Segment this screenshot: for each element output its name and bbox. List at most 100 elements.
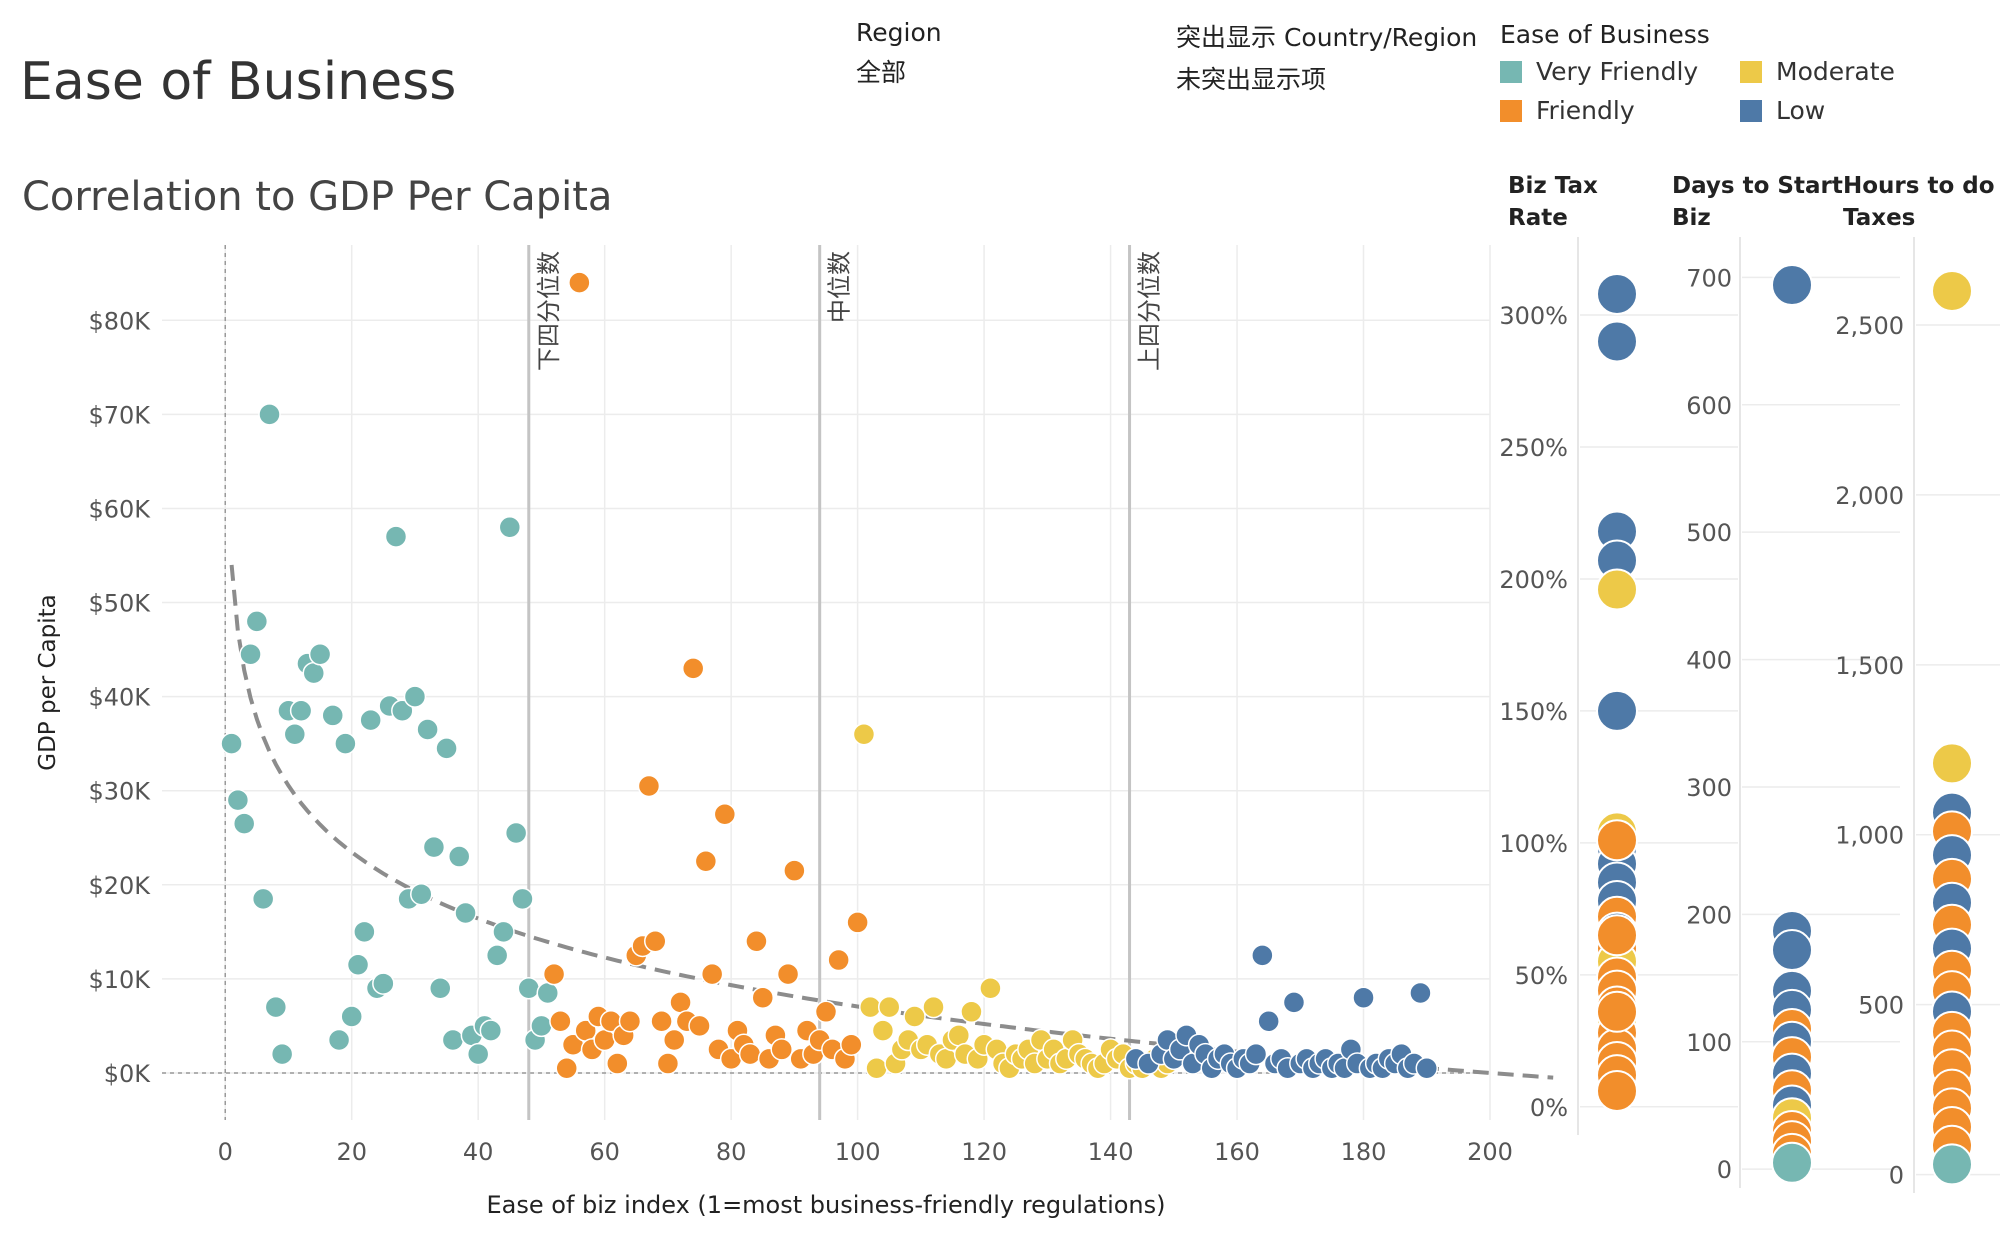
scatter-point[interactable] (340, 1005, 363, 1028)
scatter-point[interactable] (466, 1042, 490, 1066)
scatter-point[interactable] (770, 1038, 793, 1061)
scatter-point[interactable] (1409, 981, 1432, 1005)
scatter-point[interactable] (485, 944, 509, 967)
scatter-point[interactable] (549, 1009, 572, 1033)
scatter-point[interactable] (441, 1028, 465, 1052)
scatter-point[interactable] (410, 882, 433, 906)
scatter-point[interactable] (226, 788, 250, 812)
legend-item-very-friendly[interactable]: Very Friendly (1500, 57, 1740, 86)
strip-point[interactable] (1771, 264, 1813, 307)
scatter-point[interactable] (593, 1028, 616, 1052)
strip-point[interactable] (1931, 1143, 1973, 1186)
scatter-point[interactable] (669, 991, 692, 1014)
scatter-point[interactable] (511, 887, 534, 911)
scatter-point[interactable] (960, 1000, 983, 1024)
scatter-point[interactable] (334, 732, 357, 755)
scatter-point[interactable] (1415, 1057, 1439, 1080)
scatter-point[interactable] (688, 1014, 711, 1038)
scatter-point[interactable] (713, 802, 737, 826)
strip-point[interactable] (1596, 689, 1638, 732)
legend-item-friendly[interactable]: Friendly (1500, 96, 1740, 125)
scatter-point[interactable] (384, 525, 408, 548)
scatter-point[interactable] (979, 977, 1002, 1000)
strip-point[interactable] (1596, 990, 1638, 1033)
strip-point[interactable] (1596, 1069, 1638, 1112)
scatter-point[interactable] (650, 1009, 673, 1033)
strip-point[interactable] (1596, 914, 1638, 957)
scatter-point[interactable] (947, 1024, 971, 1047)
scatter-point[interactable] (745, 929, 768, 953)
scatter-point[interactable] (859, 995, 882, 1019)
scatter-point[interactable] (239, 643, 262, 666)
scatter-point[interactable] (555, 1057, 578, 1080)
highlight-filter[interactable]: 突出显示 Country/Region 未突出显示项 (1176, 18, 1477, 96)
legend-item-moderate[interactable]: Moderate (1740, 57, 1980, 86)
scatter-point[interactable] (637, 774, 661, 798)
scatter-point[interactable] (1282, 991, 1306, 1014)
scatter-point[interactable] (783, 859, 806, 882)
scatter-point[interactable] (840, 1033, 863, 1056)
scatter-point[interactable] (308, 643, 332, 666)
scatter-point[interactable] (372, 972, 395, 995)
scatter-point[interactable] (428, 977, 452, 1000)
scatter-point[interactable] (321, 704, 344, 727)
scatter-point[interactable] (454, 901, 477, 925)
strip-point[interactable] (1596, 272, 1638, 315)
scatter-point[interactable] (498, 516, 522, 539)
scatter-point[interactable] (618, 1009, 642, 1033)
scatter-point[interactable] (700, 962, 724, 986)
scatter-point[interactable] (681, 657, 705, 680)
scatter-point[interactable] (877, 995, 901, 1019)
scatter-point[interactable] (270, 1042, 294, 1066)
scatter-point[interactable] (220, 732, 243, 755)
scatter-point[interactable] (422, 835, 446, 859)
scatter-point[interactable] (391, 699, 414, 722)
scatter-point[interactable] (865, 1057, 888, 1080)
scatter-point[interactable] (846, 911, 869, 934)
scatter-point[interactable] (479, 1019, 503, 1042)
scatter-point[interactable] (568, 271, 591, 294)
scatter-point[interactable] (751, 986, 775, 1009)
scatter-point[interactable] (694, 850, 718, 873)
scatter-point[interactable] (416, 718, 439, 741)
scatter-point[interactable] (827, 948, 850, 972)
scatter-point[interactable] (530, 1014, 553, 1038)
scatter-point[interactable] (353, 920, 376, 944)
scatter-point[interactable] (264, 995, 288, 1019)
scatter-point[interactable] (251, 887, 275, 911)
strip-point[interactable] (1596, 819, 1638, 862)
scatter-point[interactable] (662, 1028, 686, 1052)
scatter-point[interactable] (258, 403, 281, 426)
strip-point[interactable] (1931, 742, 1973, 785)
strip-point[interactable] (1771, 929, 1813, 972)
scatter-point[interactable] (1251, 944, 1274, 967)
scatter-point[interactable] (1244, 1042, 1268, 1066)
scatter-point[interactable] (903, 1005, 926, 1028)
scatter-point[interactable] (504, 821, 528, 845)
scatter-point[interactable] (447, 845, 471, 868)
scatter-point[interactable] (922, 995, 945, 1019)
scatter-point[interactable] (814, 1000, 838, 1024)
strip-point[interactable] (1596, 568, 1638, 611)
scatter-point[interactable] (776, 962, 800, 986)
scatter-point[interactable] (302, 661, 326, 685)
region-filter-value[interactable]: 全部 (856, 58, 907, 87)
strip-point[interactable] (1596, 320, 1638, 363)
strip-point[interactable] (1771, 1141, 1813, 1184)
scatter-point[interactable] (359, 708, 382, 732)
scatter-point[interactable] (1352, 986, 1375, 1009)
scatter-point[interactable] (435, 737, 458, 760)
highlight-filter-value[interactable]: 未突出显示项 (1176, 65, 1327, 94)
scatter-point[interactable] (934, 1047, 958, 1071)
scatter-point[interactable] (644, 929, 667, 953)
scatter-point[interactable] (403, 685, 427, 708)
legend-item-low[interactable]: Low (1740, 96, 1980, 125)
scatter-point[interactable] (656, 1052, 680, 1075)
scatter-point[interactable] (536, 981, 560, 1005)
scatter-point[interactable] (517, 977, 541, 1000)
scatter-point[interactable] (232, 812, 256, 835)
scatter-point[interactable] (738, 1042, 762, 1066)
strip-point[interactable] (1931, 269, 1973, 312)
scatter-point[interactable] (245, 610, 269, 633)
scatter-point[interactable] (289, 699, 313, 722)
